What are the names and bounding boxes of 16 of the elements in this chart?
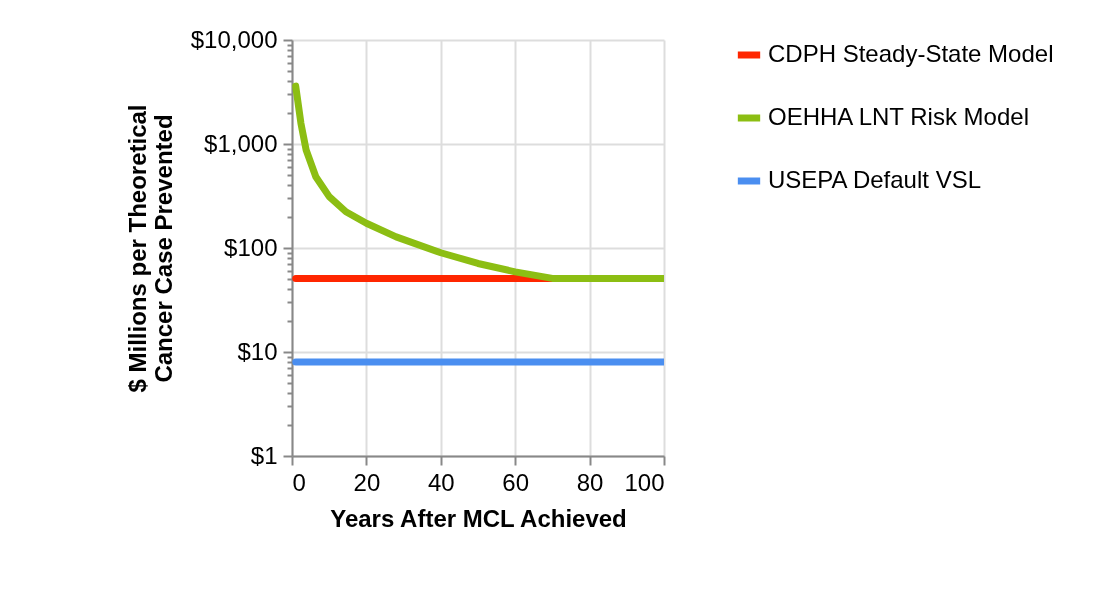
y-tick-label: $1 bbox=[250, 441, 278, 469]
y-axis-title: $ Millions per Theoretical Cancer Case Prevented bbox=[123, 104, 177, 393]
x-tick-label: 20 bbox=[353, 468, 381, 496]
y-tick-label: $10,000 bbox=[190, 25, 278, 53]
y-tick-label: $1,000 bbox=[204, 129, 278, 157]
x-tick-label: 0 bbox=[292, 468, 306, 496]
y-tick-label: $10 bbox=[237, 337, 278, 365]
x-axis-title: Years After MCL Achieved bbox=[330, 504, 627, 532]
legend-label: OEHHA LNT Risk Model bbox=[768, 103, 1029, 130]
legend-label: CDPH Steady-State Model bbox=[768, 40, 1054, 67]
x-tick-label: 100 bbox=[624, 468, 665, 496]
x-tick-label: 40 bbox=[427, 468, 455, 496]
y-tick-label: $100 bbox=[224, 233, 278, 261]
x-tick-label: 60 bbox=[502, 468, 530, 496]
legend-label: USEPA Default VSL bbox=[768, 166, 981, 193]
x-tick-label: 80 bbox=[576, 468, 604, 496]
